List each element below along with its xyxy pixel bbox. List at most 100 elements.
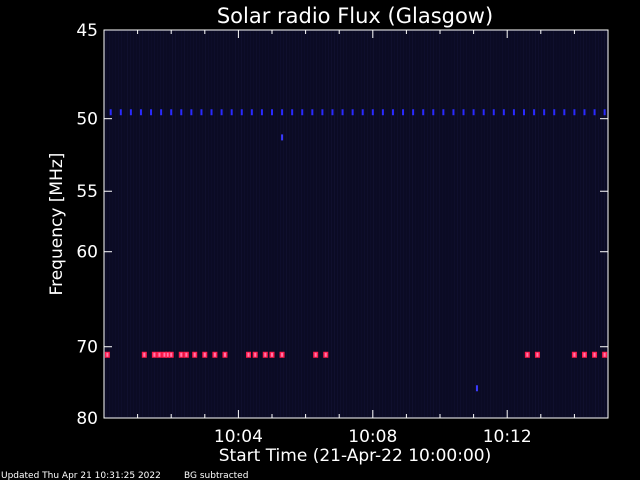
noise-stripe [436, 31, 437, 417]
spectral-point [230, 109, 233, 116]
noise-stripe [505, 31, 506, 417]
bg-subtracted-note: BG subtracted [184, 471, 248, 480]
spectral-point [170, 109, 173, 116]
noise-stripe [532, 31, 533, 417]
spectral-burst-core [281, 352, 284, 357]
noise-stripe [334, 31, 335, 417]
noise-stripe [244, 31, 245, 417]
noise-stripe [514, 31, 515, 417]
spectral-point [371, 109, 374, 116]
spectral-burst-core [185, 352, 188, 357]
noise-stripe [430, 31, 431, 417]
noise-stripe [571, 31, 572, 417]
x-tick-label: 10:12 [483, 427, 532, 447]
spectral-burst-core [247, 352, 250, 357]
noise-stripe [523, 31, 524, 417]
noise-stripe [502, 31, 503, 417]
noise-stripe [238, 31, 239, 417]
spectral-point [523, 109, 525, 116]
spectral-burst-core [536, 352, 539, 357]
noise-stripe [487, 31, 488, 417]
noise-stripe [202, 31, 203, 417]
noise-stripe [466, 31, 467, 417]
noise-stripe [274, 31, 275, 417]
noise-stripe [475, 31, 476, 417]
noise-stripe [529, 31, 530, 417]
spectral-point [321, 109, 324, 116]
noise-stripe [250, 31, 251, 417]
noise-stripe [547, 31, 548, 417]
spectral-point [593, 109, 596, 116]
noise-stripe [286, 31, 287, 417]
spectral-point [512, 109, 515, 116]
noise-stripe [124, 31, 125, 417]
noise-stripe [106, 31, 107, 417]
noise-stripe [598, 31, 599, 417]
spectral-burst-core [163, 352, 166, 357]
noise-stripe [499, 31, 500, 417]
noise-stripe [427, 31, 428, 417]
noise-stripe [442, 31, 443, 417]
spectral-point [412, 109, 415, 116]
noise-stripe [226, 31, 227, 417]
noise-stripe [112, 31, 113, 417]
noise-stripe [472, 31, 473, 417]
noise-stripe [586, 31, 587, 417]
noise-stripe [565, 31, 566, 417]
spectral-point [452, 109, 455, 116]
x-tick-label: 10:04 [214, 427, 263, 447]
spectral-point [573, 109, 576, 116]
spectral-burst-core [193, 352, 196, 357]
noise-texture [106, 31, 605, 417]
noise-stripe [484, 31, 485, 417]
noise-stripe [319, 31, 320, 417]
noise-stripe [397, 31, 398, 417]
noise-stripe [229, 31, 230, 417]
noise-stripe [538, 31, 539, 417]
noise-stripe [145, 31, 146, 417]
spectral-point [603, 109, 606, 116]
noise-stripe [253, 31, 254, 417]
noise-stripe [331, 31, 332, 417]
plot-frame [103, 29, 609, 419]
noise-stripe [322, 31, 323, 417]
noise-stripe [280, 31, 281, 417]
noise-stripe [469, 31, 470, 417]
noise-stripe [241, 31, 242, 417]
spectral-burst-core [158, 352, 161, 357]
noise-stripe [601, 31, 602, 417]
noise-stripe [346, 31, 347, 417]
noise-stripe [304, 31, 305, 417]
noise-stripe [439, 31, 440, 417]
noise-stripe [289, 31, 290, 417]
noise-stripe [358, 31, 359, 417]
spectral-point [472, 109, 475, 116]
y-tick-label: 55 [76, 182, 98, 202]
noise-stripe [544, 31, 545, 417]
spectral-point [210, 109, 213, 116]
spectral-point [200, 109, 203, 116]
spectral-burst-core [271, 352, 273, 357]
noise-stripe [433, 31, 434, 417]
noise-stripe [121, 31, 122, 417]
spectral-point [543, 109, 546, 116]
noise-stripe [580, 31, 581, 417]
spectral-burst-core [153, 352, 156, 357]
noise-stripe [151, 31, 152, 417]
spectral-point [109, 109, 112, 116]
noise-stripe [181, 31, 182, 417]
noise-stripe [199, 31, 200, 417]
noise-stripe [259, 31, 260, 417]
noise-stripe [148, 31, 149, 417]
noise-stripe [262, 31, 263, 417]
spectral-point [250, 109, 253, 116]
spectral-burst-core [314, 352, 317, 357]
noise-stripe [169, 31, 170, 417]
noise-stripe [541, 31, 542, 417]
spectral-burst-core [166, 352, 169, 357]
noise-stripe [415, 31, 416, 417]
noise-stripe [313, 31, 314, 417]
noise-stripe [445, 31, 446, 417]
spectral-burst-core [526, 352, 529, 357]
